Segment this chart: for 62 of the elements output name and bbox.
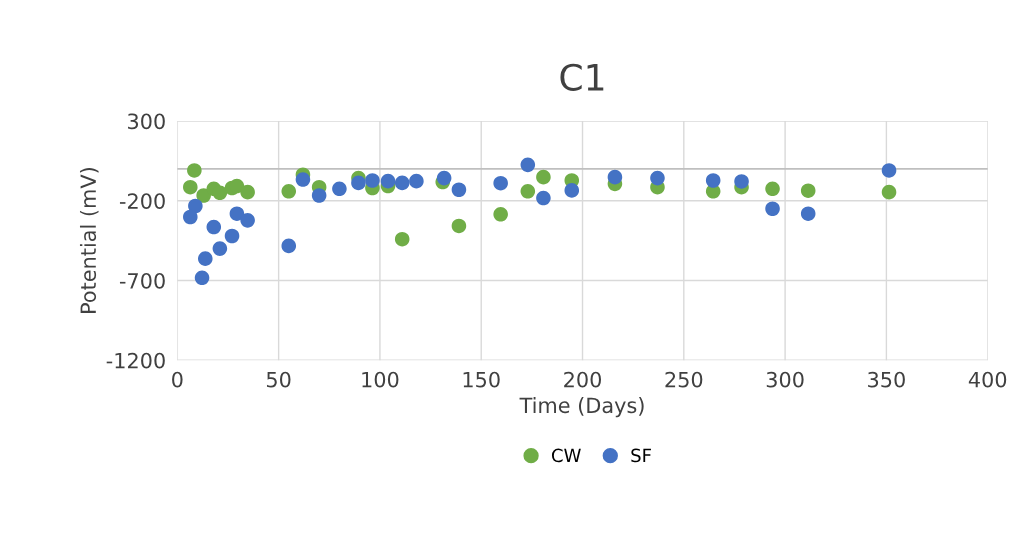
y-tick-label: -1200 <box>106 352 165 369</box>
x-tick-label: 200 <box>564 371 602 388</box>
point <box>188 198 203 214</box>
point <box>536 190 551 206</box>
point <box>800 206 816 221</box>
point <box>224 228 240 244</box>
y-tick-label: -200 <box>119 193 165 209</box>
point <box>650 170 665 186</box>
x-tick-label: 250 <box>665 371 703 388</box>
point <box>212 241 228 256</box>
point <box>332 181 347 197</box>
point <box>536 169 551 185</box>
x-axis-title: Time (Days) <box>519 397 644 418</box>
legend-label: SF <box>631 448 651 463</box>
point <box>520 184 536 199</box>
point <box>281 184 297 199</box>
point <box>607 169 623 185</box>
point <box>295 172 311 187</box>
point <box>240 213 255 228</box>
y-tick-label: -700 <box>119 272 165 289</box>
point <box>212 185 228 201</box>
point <box>394 175 410 191</box>
y-axis-title: Potential (mV) <box>79 168 99 313</box>
point <box>765 181 780 197</box>
x-tick-label: 300 <box>766 371 804 388</box>
point <box>881 184 897 200</box>
point <box>800 183 816 198</box>
legend-label: CW <box>551 448 581 463</box>
point <box>705 173 721 188</box>
point <box>281 238 297 254</box>
point <box>734 174 749 189</box>
point <box>194 270 210 286</box>
point <box>311 188 327 203</box>
point <box>520 157 536 173</box>
point <box>198 251 213 266</box>
x-tick-label: 150 <box>463 371 500 388</box>
chart-title: C1 <box>560 63 604 91</box>
x-tick-label: 50 <box>266 371 291 388</box>
point <box>493 207 508 222</box>
point <box>183 209 198 225</box>
point <box>187 163 202 178</box>
point <box>451 218 467 234</box>
point <box>493 175 508 191</box>
point <box>564 183 580 198</box>
point <box>365 173 380 188</box>
x-tick-label: 0 <box>172 371 183 388</box>
point <box>240 184 255 200</box>
point <box>229 206 245 221</box>
y-tick-label: 300 <box>128 113 165 130</box>
point <box>394 231 410 247</box>
point <box>765 201 780 217</box>
point <box>409 173 424 189</box>
x-tick-label: 400 <box>968 371 1007 388</box>
point <box>881 163 897 178</box>
point <box>183 179 198 195</box>
point <box>380 173 396 189</box>
point <box>206 219 222 235</box>
x-tick-label: 350 <box>868 371 905 388</box>
point <box>351 175 366 191</box>
point <box>436 170 452 186</box>
point <box>451 182 467 198</box>
x-tick-label: 100 <box>362 371 399 388</box>
